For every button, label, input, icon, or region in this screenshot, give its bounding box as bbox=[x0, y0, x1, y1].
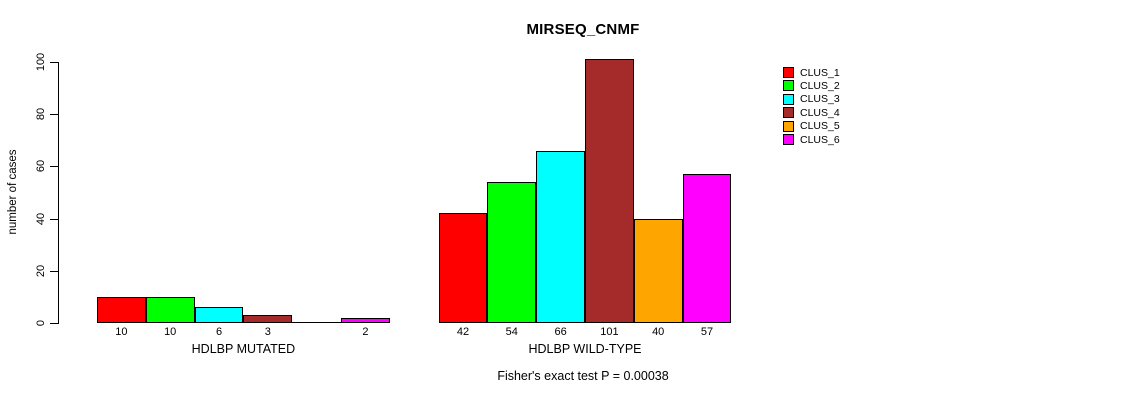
bar-clus_1-2 bbox=[438, 213, 488, 323]
bar-value-label: 10 bbox=[115, 325, 128, 338]
bar-clus_1-1 bbox=[97, 296, 146, 323]
legend-label: CLUS_3 bbox=[800, 93, 840, 106]
bar-value-label: 6 bbox=[215, 325, 223, 338]
y-tick-mark bbox=[50, 323, 58, 324]
group-label-1: HDLBP MUTATED bbox=[191, 342, 296, 356]
legend-item-clus_4: CLUS_4 bbox=[783, 107, 840, 119]
legend-item-clus_6: CLUS_6 bbox=[783, 134, 840, 146]
bar-clus_4-1 bbox=[243, 315, 293, 323]
legend-label: CLUS_1 bbox=[800, 66, 840, 79]
y-tick-mark bbox=[50, 166, 58, 168]
y-tick-label: 100 bbox=[35, 52, 47, 72]
legend-item-clus_1: CLUS_1 bbox=[783, 67, 840, 79]
legend-label: CLUS_6 bbox=[800, 133, 840, 146]
chart-title: MIRSEQ_CNMF bbox=[526, 21, 640, 38]
y-tick-label: 80 bbox=[35, 108, 47, 121]
y-tick-label: 40 bbox=[35, 212, 47, 225]
y-tick-mark bbox=[50, 270, 58, 272]
legend-label: CLUS_2 bbox=[800, 79, 840, 92]
y-axis-title: number of cases bbox=[7, 149, 19, 235]
y-tick-mark bbox=[50, 218, 58, 220]
legend-swatch-clus_6 bbox=[783, 134, 794, 145]
legend-swatch-clus_5 bbox=[783, 120, 794, 132]
legend-swatch-clus_2 bbox=[783, 80, 794, 92]
legend-item-clus_3: CLUS_3 bbox=[783, 93, 840, 105]
bar-clus_5-2 bbox=[633, 218, 683, 323]
bar-value-label: 3 bbox=[264, 325, 271, 338]
bar-value-label: 10 bbox=[164, 325, 177, 338]
bar-clus_5-1-zero bbox=[292, 322, 341, 323]
legend-swatch-clus_3 bbox=[783, 93, 794, 105]
y-tick-mark bbox=[50, 114, 58, 116]
bar-value-label: 42 bbox=[456, 325, 470, 338]
y-tick-label: 0 bbox=[35, 319, 47, 327]
bar-clus_6-1 bbox=[341, 317, 390, 323]
bar-value-label: 66 bbox=[554, 325, 567, 338]
bar-clus_3-1 bbox=[194, 307, 244, 323]
bar-value-label: 57 bbox=[700, 325, 714, 338]
annotation-fisher-test: Fisher's exact test P = 0.00038 bbox=[497, 369, 669, 383]
bar-clus_6-2 bbox=[682, 174, 732, 323]
y-axis-line bbox=[58, 62, 59, 324]
y-tick-mark bbox=[50, 62, 58, 63]
y-tick-label: 60 bbox=[35, 160, 47, 173]
bar-value-label: 2 bbox=[362, 325, 369, 338]
legend-swatch-clus_4 bbox=[783, 107, 794, 119]
bar-clus_4-2 bbox=[585, 59, 634, 323]
y-tick-label: 20 bbox=[35, 264, 47, 277]
legend-label: CLUS_5 bbox=[800, 120, 840, 133]
bar-value-label: 101 bbox=[600, 325, 619, 338]
legend-label: CLUS_4 bbox=[800, 106, 840, 119]
legend-swatch-clus_1 bbox=[783, 67, 794, 78]
bar-value-label: 54 bbox=[505, 325, 518, 338]
bar-value-label: 40 bbox=[652, 325, 665, 338]
legend-item-clus_2: CLUS_2 bbox=[783, 80, 840, 92]
bar-clus_3-2 bbox=[536, 150, 585, 323]
bar-clus_2-1 bbox=[145, 296, 195, 323]
bar-clus_2-2 bbox=[487, 182, 537, 323]
group-label-2: HDLBP WILD-TYPE bbox=[528, 342, 642, 356]
legend-item-clus_5: CLUS_5 bbox=[783, 120, 840, 132]
